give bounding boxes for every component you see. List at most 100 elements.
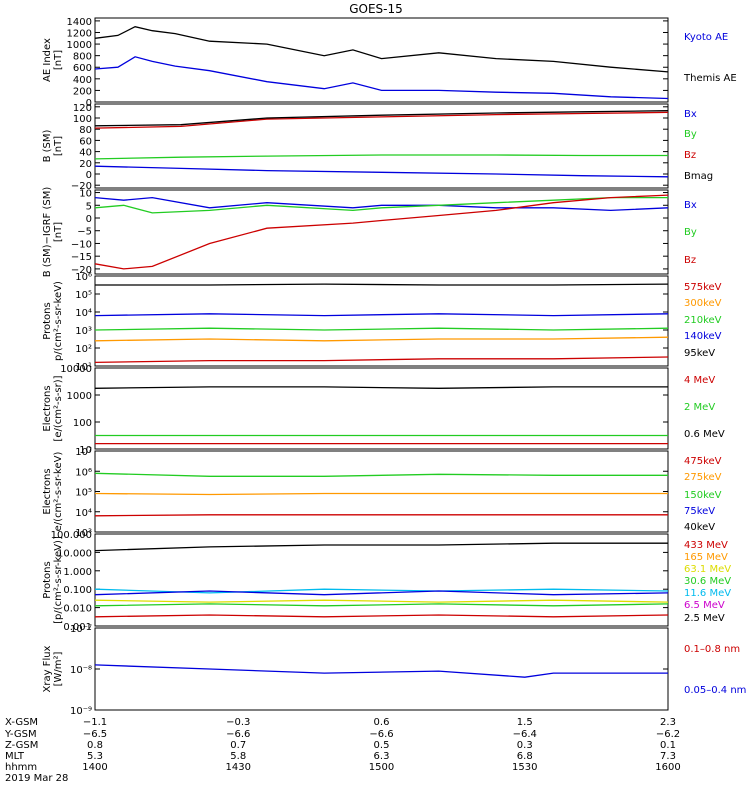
series-30-6-mev bbox=[94, 590, 669, 596]
y-tick-label: 1000 bbox=[67, 391, 92, 402]
y-tick-label: 1000 bbox=[67, 40, 92, 51]
y-tick-label: 10⁶ bbox=[75, 272, 92, 283]
y-tick-label: 20 bbox=[79, 159, 92, 170]
legend-entry: 2 MeV bbox=[684, 402, 715, 413]
x-axis-value: 6.8 bbox=[517, 751, 533, 762]
x-axis-value: 1500 bbox=[369, 762, 394, 773]
y-axis-label: Protons bbox=[42, 561, 53, 598]
panel-6-frame bbox=[94, 450, 669, 533]
panel-7-frame bbox=[94, 533, 669, 627]
x-axis-value: 0.3 bbox=[517, 740, 533, 751]
y-tick-label: 100 bbox=[73, 114, 92, 125]
series-433-mev bbox=[94, 542, 668, 552]
x-axis-value: 1430 bbox=[226, 762, 251, 773]
y-tick-label: 0 bbox=[86, 170, 92, 181]
x-axis-row-label: X-GSM bbox=[5, 717, 38, 728]
x-axis-row-label: 2019 Mar 28 bbox=[5, 773, 68, 784]
x-axis-value: −1.1 bbox=[83, 717, 107, 728]
legend-entry: By bbox=[684, 129, 697, 140]
series-bx bbox=[94, 196, 669, 212]
y-tick-label: 400 bbox=[73, 75, 92, 86]
x-axis-value: 7.3 bbox=[660, 751, 676, 762]
y-axis-label: [e/(cm²-s-sr)] bbox=[53, 375, 64, 441]
legend-entry: Bx bbox=[684, 109, 697, 120]
x-axis-value: 0.7 bbox=[230, 740, 246, 751]
y-axis-label: Electrons bbox=[42, 468, 53, 514]
legend-entry: 0.05–0.4 nm bbox=[684, 685, 746, 696]
y-tick-label: −5 bbox=[77, 227, 92, 238]
legend-entry: 75keV bbox=[684, 506, 715, 517]
series-275kev bbox=[94, 492, 668, 496]
x-axis-value: 1.5 bbox=[517, 717, 533, 728]
panel-8-frame bbox=[94, 627, 669, 711]
legend-entry: 95keV bbox=[684, 348, 715, 359]
x-axis-value: 0.1 bbox=[660, 740, 676, 751]
x-axis-value: 0.8 bbox=[87, 740, 103, 751]
x-axis-value: 0.5 bbox=[374, 740, 390, 751]
legend-entry: 4 MeV bbox=[684, 375, 715, 386]
y-axis-label: [nT] bbox=[53, 50, 64, 70]
x-axis-value: −0.3 bbox=[226, 717, 250, 728]
legend-entry: 63.1 MeV bbox=[684, 564, 731, 575]
y-tick-label: 10.000 bbox=[57, 548, 92, 559]
y-axis-label: Protons bbox=[42, 302, 53, 339]
chart-title: GOES-15 bbox=[349, 2, 403, 16]
legend-entry: 140keV bbox=[684, 331, 722, 342]
legend-entry: 300keV bbox=[684, 298, 722, 309]
series-140kev bbox=[94, 336, 669, 342]
panel-2-frame bbox=[94, 103, 669, 189]
y-axis-label: [W/m²] bbox=[53, 651, 64, 686]
legend-entry: Bmag bbox=[684, 171, 713, 182]
x-axis-value: 1530 bbox=[512, 762, 537, 773]
y-tick-label: −20 bbox=[71, 265, 92, 276]
panel-1-frame bbox=[94, 17, 669, 103]
y-tick-label: 10 bbox=[79, 189, 92, 200]
y-tick-label: 10⁴ bbox=[75, 308, 92, 319]
legend-entry: 0.6 MeV bbox=[684, 429, 725, 440]
y-tick-label: 10 bbox=[79, 445, 92, 456]
y-tick-label: 10⁻⁷ bbox=[70, 624, 92, 635]
series-11-6-mev bbox=[94, 588, 669, 594]
legend-entry: 40keV bbox=[684, 522, 715, 533]
legend-entry: 275keV bbox=[684, 472, 722, 483]
y-axis-label: Xray Flux bbox=[42, 645, 53, 692]
y-tick-label: 10¹ bbox=[75, 362, 92, 373]
x-axis-value: −6.6 bbox=[369, 729, 393, 740]
legend-entry: 475keV bbox=[684, 456, 722, 467]
y-tick-label: 5 bbox=[86, 201, 92, 212]
y-axis-label: p/(cm²-s-sr-keV) bbox=[53, 281, 64, 361]
series-0-6-mev bbox=[94, 386, 668, 389]
y-axis-label: B (SM) bbox=[42, 129, 53, 162]
y-axis-label: [nT] bbox=[53, 222, 64, 242]
y-tick-label: −15 bbox=[71, 252, 92, 263]
legend-entry: 0.1–0.8 nm bbox=[684, 644, 740, 655]
series-bmag bbox=[94, 110, 669, 127]
legend-entry: 150keV bbox=[684, 490, 722, 501]
panel-5-frame bbox=[94, 367, 669, 450]
y-tick-label: 100 bbox=[73, 418, 92, 429]
series-bz bbox=[94, 194, 669, 270]
y-tick-label: 10³ bbox=[75, 326, 92, 337]
y-tick-label: 60 bbox=[79, 136, 92, 147]
legend-entry: 165 MeV bbox=[684, 552, 728, 563]
legend-entry: 6.5 MeV bbox=[684, 600, 725, 611]
y-tick-label: 120 bbox=[73, 103, 92, 114]
y-tick-label: 200 bbox=[73, 86, 92, 97]
y-axis-label: e/(cm²-s-sr-keV) bbox=[53, 452, 64, 532]
series-95kev bbox=[94, 356, 669, 364]
series-150kev bbox=[94, 472, 668, 477]
y-axis-label: [p/(cm²-s-sr-keV)] bbox=[53, 536, 64, 624]
legend-entry: Bz bbox=[684, 255, 696, 266]
x-axis-row-label: MLT bbox=[5, 751, 25, 762]
x-axis-value: 0.6 bbox=[374, 717, 390, 728]
series-575kev bbox=[95, 283, 669, 286]
y-tick-label: 40 bbox=[79, 148, 92, 159]
y-tick-label: 800 bbox=[73, 52, 92, 63]
y-tick-label: 10⁴ bbox=[75, 508, 92, 519]
series-by bbox=[94, 154, 668, 160]
y-axis-label: AE Index bbox=[42, 38, 53, 82]
y-tick-label: 0.001 bbox=[63, 622, 92, 633]
y-tick-label: 100.000 bbox=[51, 530, 92, 541]
series-300kev bbox=[94, 313, 669, 317]
